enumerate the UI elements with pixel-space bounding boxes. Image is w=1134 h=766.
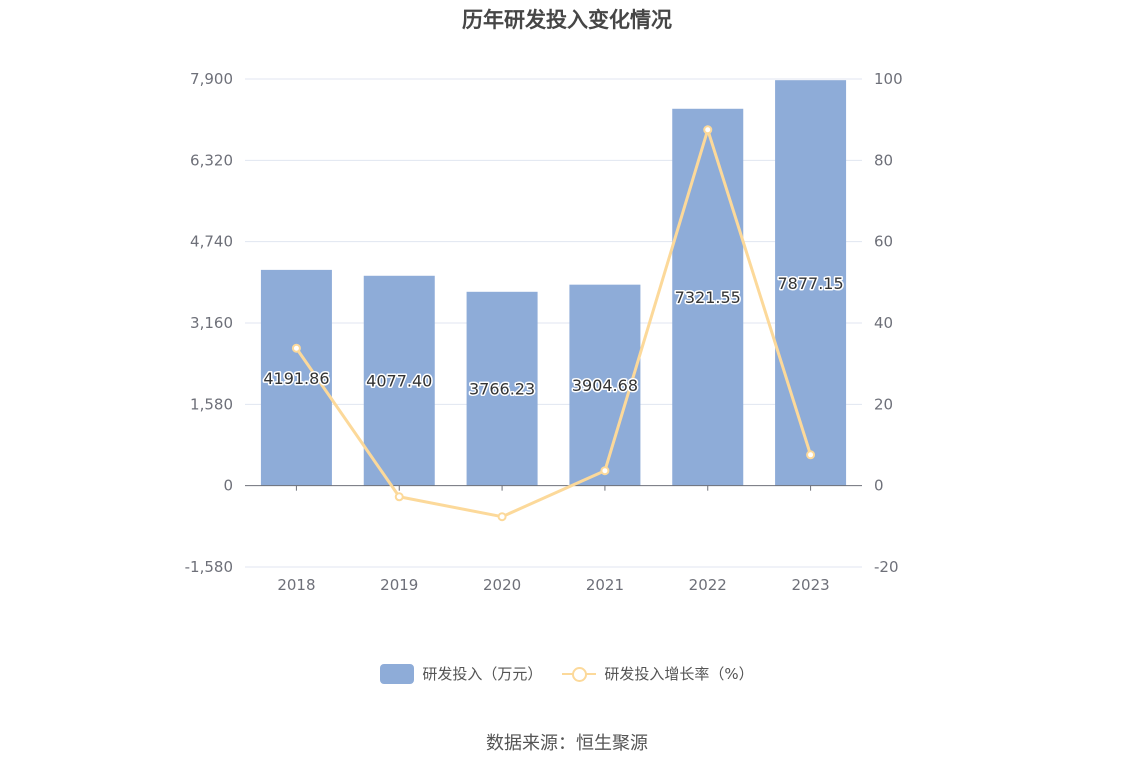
y-right-tick-label: -20: [874, 558, 899, 576]
y-right-tick-label: 80: [874, 151, 893, 169]
line-point: [394, 492, 404, 502]
bar-series: [260, 80, 847, 486]
line-point: [806, 450, 816, 460]
bar: [672, 108, 744, 486]
x-tick-label: 2023: [791, 576, 829, 594]
legend-bar-label: 研发投入（万元）: [422, 665, 543, 683]
legend-line-label: 研发投入增长率（%）: [604, 665, 754, 683]
legend-line-swatch: [562, 664, 597, 684]
x-tick-label: 2018: [277, 576, 315, 594]
x-tick-label: 2020: [483, 576, 521, 594]
data-source: 数据来源：恒生聚源: [486, 733, 648, 754]
y-left-tick-label: 4,740: [190, 233, 233, 251]
bar-value-label: 7321.55: [675, 288, 741, 307]
bar: [775, 80, 847, 486]
bar-value-label: 4191.86: [263, 369, 329, 388]
y-left-tick-label: 1,580: [190, 395, 233, 413]
legend: 研发投入（万元） 研发投入增长率（%）: [0, 663, 1134, 684]
legend-item-bar[interactable]: 研发投入（万元）: [380, 663, 542, 684]
y-left-tick-label: 6,320: [190, 151, 233, 169]
growth-line-series: [291, 125, 816, 522]
x-tick-label: 2021: [586, 576, 624, 594]
x-tick-label: 2022: [689, 576, 727, 594]
y-right-tick-label: 60: [874, 233, 893, 251]
bar: [466, 291, 538, 486]
x-tick-label: 2019: [380, 576, 418, 594]
y-right-tick-label: 0: [874, 477, 884, 495]
bar: [363, 275, 435, 486]
line-point: [600, 466, 610, 476]
data-labels: 4191.86 4077.40 3766.23 3904.68 7321.55 7877.…: [262, 272, 845, 400]
chart-plot: -1,580 -20 0 0 1,580 20 3,160 40 4,740 60 6,320 80 7…: [185, 70, 903, 594]
chart-title: 历年研发投入变化情况: [462, 8, 672, 32]
growth-line: [295, 128, 813, 519]
y-left-tick-label: 3,160: [190, 314, 233, 332]
y-right-tick-label: 20: [874, 395, 893, 413]
y-right-tick-label: 100: [874, 70, 903, 88]
y-left-tick-label: 0: [223, 477, 233, 495]
grid-lines: [245, 78, 862, 568]
y-left-tick-label: 7,900: [190, 70, 233, 88]
bar-value-label: 3904.68: [572, 376, 638, 395]
bar-value-label: 3766.23: [469, 380, 535, 399]
bar-value-label: 7877.15: [777, 274, 843, 293]
line-point: [703, 125, 713, 135]
line-point: [497, 512, 507, 522]
legend-item-line[interactable]: 研发投入增长率（%）: [562, 663, 754, 684]
y-left-tick-label: -1,580: [185, 558, 233, 576]
bar: [569, 284, 641, 486]
line-point: [291, 343, 301, 353]
y-right-tick-label: 40: [874, 314, 893, 332]
bar: [260, 269, 332, 486]
bar-value-label: 4077.40: [366, 372, 432, 391]
axes: -1,580 -20 0 0 1,580 20 3,160 40 4,740 60 6,320 80 7…: [185, 70, 903, 594]
legend-bar-swatch: [380, 663, 415, 684]
